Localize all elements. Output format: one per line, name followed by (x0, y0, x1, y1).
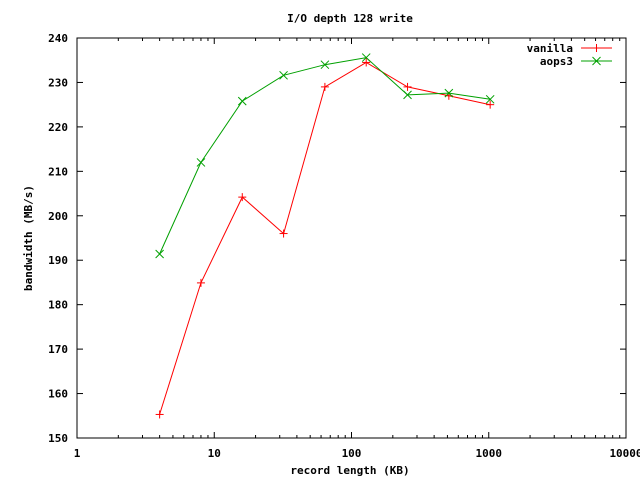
plot-frame (76, 37, 627, 439)
legend-marker-aops3 (592, 56, 601, 66)
y-tick-label: 170 (48, 343, 68, 356)
x-tick-label: 10 (208, 447, 221, 460)
data-point-vanilla (320, 82, 329, 91)
y-tick-label: 220 (48, 121, 68, 134)
y-tick-label: 150 (48, 432, 68, 445)
data-point-aops3 (444, 88, 454, 98)
series-vanilla (155, 58, 495, 419)
axes: 150 160 170 180 190 200 210 220 230 240 1 10 100 1000… (48, 32, 640, 460)
y-axis-label: bandwidth (MB/s) (22, 185, 35, 291)
data-point-vanilla (486, 100, 495, 109)
data-point-aops3 (320, 60, 330, 70)
y-tick-label: 240 (48, 32, 68, 45)
x-tick-label: 100 (342, 447, 362, 460)
data-point-vanilla (362, 58, 371, 67)
y-tick-label: 210 (48, 165, 68, 178)
x-tick-label: 1 (74, 447, 81, 460)
x-tick-label: 10000 (609, 447, 640, 460)
data-point-aops3 (155, 249, 164, 259)
x-tick-label: 1000 (476, 447, 503, 460)
data-point-aops3 (361, 53, 371, 62)
data-point-aops3 (196, 158, 206, 167)
series-line-vanilla (159, 61, 491, 415)
data-point-vanilla (403, 82, 412, 91)
y-tick-label: 180 (48, 299, 68, 312)
data-point-aops3 (485, 94, 495, 104)
series-aops3 (155, 53, 495, 259)
x-axis-label: record length (KB) (290, 464, 409, 477)
legend-label: aops3 (540, 55, 573, 68)
legend-marker-vanilla (592, 44, 601, 52)
data-point-aops3 (237, 96, 247, 106)
data-point-vanilla (238, 193, 247, 202)
data-point-vanilla (196, 278, 205, 287)
data-point-aops3 (403, 90, 412, 100)
y-tick-label: 200 (48, 210, 68, 223)
series-layer (155, 53, 495, 419)
data-point-aops3 (279, 70, 288, 80)
y-tick-label: 190 (48, 254, 68, 267)
chart-title: I/O depth 128 write (287, 12, 413, 25)
y-tick-label: 230 (48, 76, 68, 89)
data-point-vanilla (155, 410, 164, 419)
y-tick-label: 160 (48, 388, 68, 401)
data-point-vanilla (279, 229, 288, 238)
legend-label: vanilla (527, 42, 573, 55)
